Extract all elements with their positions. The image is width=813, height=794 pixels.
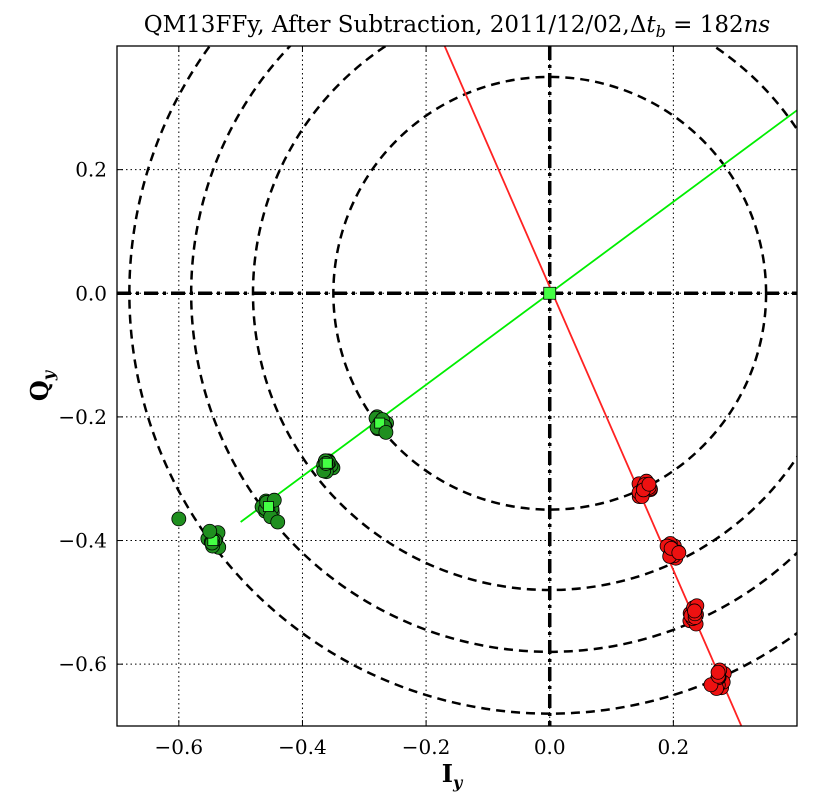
y-tick-label: 0.2 <box>75 158 107 182</box>
green-data-point <box>270 514 286 530</box>
fit-lines <box>240 46 797 726</box>
green-mean-marker <box>374 417 386 429</box>
plot-frame <box>116 45 798 727</box>
x-axis-label: Iy <box>442 759 464 792</box>
red-data-point <box>671 545 687 561</box>
data-points <box>171 286 732 696</box>
y-axis-label: Qy <box>25 369 58 401</box>
fit-line <box>240 109 797 523</box>
zero-axes <box>117 46 797 726</box>
x-tick-label: −0.6 <box>155 735 204 759</box>
y-tick-label: −0.2 <box>58 405 107 429</box>
red-data-point <box>687 603 702 619</box>
axis-ticks: −0.6 −0.4 −0.2 0.0 0.2 0.2 0.0 −0.2 −0.4 −0.6 <box>58 46 797 759</box>
chart-title: QM13FFy, After Subtraction, 2011/12/02,Δ… <box>144 12 771 41</box>
reference-circle <box>190 46 797 653</box>
x-tick-label: 0.0 <box>534 735 566 759</box>
x-tick-label: 0.2 <box>657 735 689 759</box>
green-data-point <box>378 424 394 440</box>
green-mean-marker <box>263 501 274 512</box>
y-tick-label: −0.4 <box>58 529 107 553</box>
green-data-point <box>202 523 218 539</box>
red-data-point <box>710 664 726 680</box>
green-data-point <box>171 511 187 527</box>
y-tick-label: 0.0 <box>75 281 107 305</box>
x-tick-label: −0.2 <box>402 735 451 759</box>
y-tick-label: −0.6 <box>58 652 107 676</box>
x-tick-label: −0.4 <box>278 735 327 759</box>
green-mean-marker <box>321 457 333 469</box>
origin-marker <box>543 286 557 300</box>
red-data-point <box>641 476 657 492</box>
